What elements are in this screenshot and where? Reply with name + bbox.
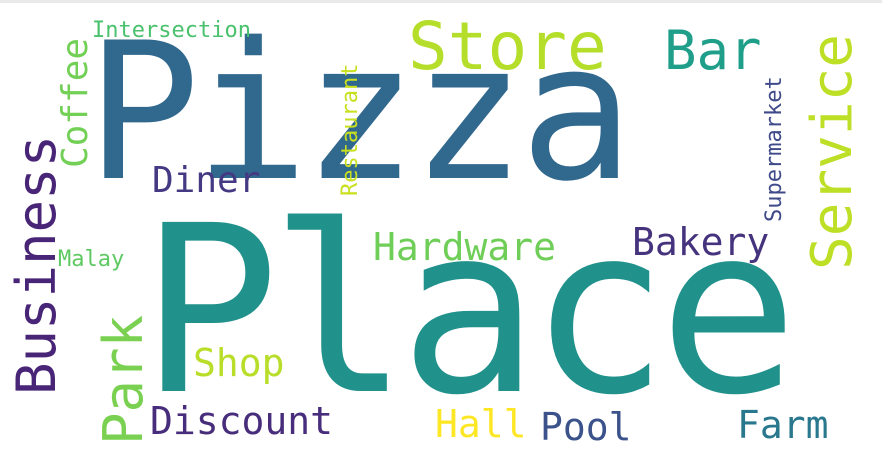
top-border xyxy=(0,0,882,3)
word-coffee: Coffee xyxy=(55,37,96,168)
word-discount: Discount xyxy=(150,399,334,443)
word-business: Business xyxy=(5,134,68,395)
word-bar: Bar xyxy=(664,19,762,82)
word-pool: Pool xyxy=(540,405,632,449)
word-bakery: Bakery xyxy=(632,220,770,264)
word-malay: Malay xyxy=(58,247,125,272)
word-hardware: Hardware xyxy=(373,225,557,269)
word-farm: Farm xyxy=(737,403,829,447)
word-pizza: Pizza xyxy=(86,2,634,223)
word-supermarket: Supermarket xyxy=(762,76,787,222)
word-shop: Shop xyxy=(193,341,285,385)
word-store: Store xyxy=(408,8,607,85)
word-diner: Diner xyxy=(152,160,261,201)
word-service: Service xyxy=(800,33,865,270)
word-place: Place xyxy=(140,176,798,446)
word-intersection: Intersection xyxy=(92,18,251,43)
word-park: Park xyxy=(92,314,155,445)
word-hall: Hall xyxy=(435,402,527,446)
word-restaurant: Restaurant xyxy=(338,63,363,196)
